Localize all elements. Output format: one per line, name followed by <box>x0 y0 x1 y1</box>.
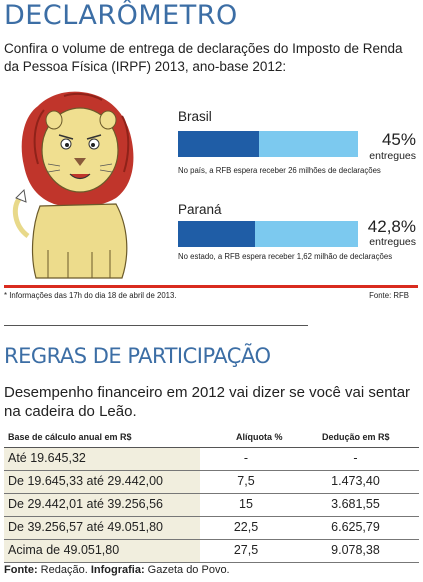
header-deducao: Dedução em R$ <box>322 432 390 442</box>
table-header: Base de cálculo anual em R$ Alíquota % D… <box>4 430 419 448</box>
cell-deducao: 1.473,40 <box>331 474 380 488</box>
cell-deducao: 3.681,55 <box>331 497 380 511</box>
source-footer: Fonte: Redação. Infografia: Gazeta do Po… <box>4 564 230 576</box>
cell-aliquota: 15 <box>239 497 253 511</box>
cell-deducao: 6.625,79 <box>331 520 380 534</box>
source-label: Fonte: RFB <box>369 291 409 300</box>
cell-base: Acima de 49.051,80 <box>4 540 200 562</box>
bar-track-brasil <box>178 131 358 157</box>
tax-table: Base de cálculo anual em R$ Alíquota % D… <box>4 430 419 563</box>
bar-row-brasil: Brasil 45% entregues No país, a RFB espe… <box>178 109 418 175</box>
infografia-value: Gazeta do Povo. <box>147 564 230 576</box>
infografia-label: Infografia: <box>90 564 145 576</box>
cell-deducao: 9.078,38 <box>331 543 380 557</box>
table-row: De 39.256,57 até 49.051,80 22,5 6.625,79 <box>4 517 419 540</box>
page-subtitle: Confira o volume de entrega de declaraçõ… <box>4 41 403 74</box>
table-row: De 19.645,33 até 29.442,00 7,5 1.473,40 <box>4 471 419 494</box>
cell-base: De 39.256,57 até 49.051,80 <box>4 517 200 539</box>
category-label: Paraná <box>178 202 222 217</box>
bar-fill-parana <box>178 221 256 247</box>
fonte-value: Redação. <box>40 564 88 576</box>
footnote: * Informações das 17h do dia 18 de abril… <box>4 291 177 300</box>
section-subtitle: Desempenho financeiro em 2012 vai dizer … <box>4 384 411 420</box>
cell-deducao: - <box>353 451 358 465</box>
section-separator <box>4 325 308 326</box>
bar-note: No país, a RFB espera receber 26 milhões… <box>178 166 381 175</box>
red-divider <box>4 285 418 288</box>
table-row: Até 19.645,32 - - <box>4 448 419 471</box>
cell-aliquota: 27,5 <box>233 543 259 557</box>
unit-label: entregues <box>369 236 416 248</box>
header-aliquota: Alíquota % <box>236 432 283 442</box>
bar-note: No estado, a RFB espera receber 1,62 mil… <box>178 252 393 261</box>
table-row: De 29.442,01 até 39.256,56 15 3.681,55 <box>4 494 419 517</box>
section-title: REGRAS DE PARTICIPAÇÃO <box>4 344 271 368</box>
cell-base: De 29.442,01 até 39.256,56 <box>4 494 200 516</box>
bar-fill-brasil <box>178 131 259 157</box>
bar-row-parana: Paraná 42,8% entregues No estado, a RFB … <box>178 202 418 261</box>
bar-track-parana <box>178 221 358 247</box>
cell-base: Até 19.645,32 <box>4 448 200 470</box>
page-title: DECLARÔMETRO <box>4 0 238 31</box>
header-base: Base de cálculo anual em R$ <box>8 432 132 442</box>
table-row: Acima de 49.051,80 27,5 9.078,38 <box>4 540 419 563</box>
fonte-label: Fonte: <box>4 564 38 576</box>
cell-base: De 19.645,33 até 29.442,00 <box>4 471 200 493</box>
cell-aliquota: 7,5 <box>237 474 255 488</box>
value-label: 45% <box>381 130 416 149</box>
cell-aliquota: 22,5 <box>233 520 259 534</box>
category-label: Brasil <box>178 109 212 124</box>
cell-aliquota: - <box>243 451 249 465</box>
unit-label: entregues <box>369 150 416 162</box>
lion-illustration <box>12 91 134 279</box>
value-label: 42,8% <box>367 217 416 236</box>
